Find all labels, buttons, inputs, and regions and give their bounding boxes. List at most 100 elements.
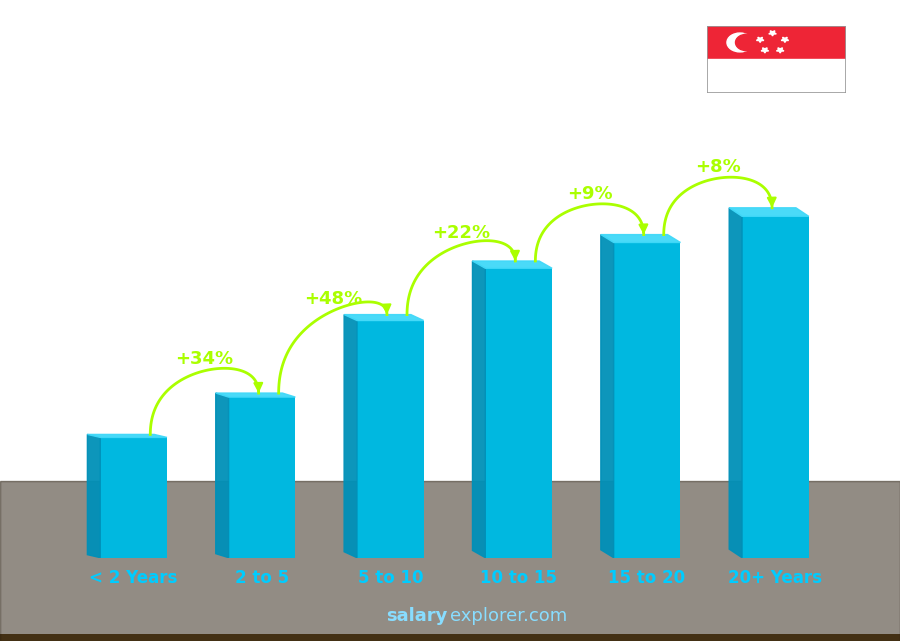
Bar <box>0 637 900 640</box>
Bar <box>100 437 167 558</box>
Bar <box>0 637 900 640</box>
Bar <box>0 637 900 640</box>
Bar <box>0 635 900 638</box>
Bar <box>0 635 900 638</box>
Bar <box>0 635 900 638</box>
Polygon shape <box>472 261 485 558</box>
Bar <box>0 638 900 641</box>
Bar <box>0 637 900 640</box>
Bar <box>0 636 900 639</box>
Bar <box>0 635 900 638</box>
Text: 8,440 SGD: 8,440 SGD <box>628 219 698 233</box>
Bar <box>0 637 900 640</box>
Bar <box>0 637 900 640</box>
Bar <box>0 637 900 640</box>
Bar <box>0 636 900 639</box>
Bar <box>0 637 900 640</box>
Polygon shape <box>87 435 100 558</box>
Bar <box>742 216 809 558</box>
Bar <box>0 637 900 640</box>
Bar <box>0 637 900 640</box>
Bar <box>0 637 900 640</box>
Bar <box>0 637 900 640</box>
Bar <box>0 637 900 640</box>
Polygon shape <box>777 48 784 53</box>
Bar <box>0 637 900 640</box>
Bar <box>0 635 900 638</box>
Bar <box>357 320 424 558</box>
Polygon shape <box>601 235 614 558</box>
Bar <box>0 636 900 640</box>
Bar <box>0 637 900 640</box>
Bar <box>0 635 900 638</box>
Bar <box>0 635 900 638</box>
Bar <box>0 637 900 640</box>
Bar <box>0 635 900 638</box>
Bar <box>0 638 900 641</box>
Bar <box>0 636 900 639</box>
Bar <box>0 638 900 641</box>
Bar <box>0 637 900 640</box>
Bar <box>0 635 900 638</box>
Bar <box>0 637 900 640</box>
Bar <box>0 638 900 641</box>
Bar <box>0 637 900 640</box>
Bar <box>0 635 900 638</box>
Bar <box>0 635 900 638</box>
Polygon shape <box>756 37 764 42</box>
Bar <box>0 637 900 640</box>
Polygon shape <box>601 235 680 242</box>
Bar <box>0 637 900 640</box>
Bar <box>0 636 900 639</box>
Bar <box>0 637 900 640</box>
Bar <box>0 637 900 640</box>
Bar <box>0 635 900 638</box>
Bar <box>0 635 900 638</box>
Text: 3,220 SGD: 3,220 SGD <box>111 419 182 432</box>
Bar <box>0 635 900 638</box>
Bar <box>706 26 846 60</box>
Bar <box>0 636 900 639</box>
Bar <box>0 637 900 640</box>
Bar <box>0 636 900 639</box>
Bar <box>0 636 900 639</box>
Text: Average Monthly Salary: Average Monthly Salary <box>872 273 883 406</box>
Bar <box>0 636 900 639</box>
Bar <box>0 636 900 639</box>
Text: Salary Comparison By Experience: Salary Comparison By Experience <box>45 22 621 51</box>
Bar <box>0 637 900 640</box>
Bar <box>0 637 900 640</box>
Bar <box>0 635 900 638</box>
Bar <box>0 637 900 640</box>
Bar <box>0 637 900 640</box>
Bar <box>0 635 900 638</box>
Bar <box>0 636 900 639</box>
Bar <box>0 637 900 640</box>
Bar <box>0 637 900 640</box>
Bar <box>0 635 900 638</box>
Bar <box>0 481 900 641</box>
Bar <box>0 636 900 639</box>
Circle shape <box>735 34 759 51</box>
Bar <box>0 637 900 640</box>
Text: 9,140 SGD: 9,140 SGD <box>756 193 827 206</box>
Bar <box>0 636 900 639</box>
Bar <box>0 635 900 638</box>
Bar <box>0 637 900 640</box>
Bar <box>0 637 900 640</box>
Bar <box>0 637 900 640</box>
Text: +8%: +8% <box>695 158 741 176</box>
Bar <box>0 636 900 639</box>
Polygon shape <box>87 435 167 437</box>
Bar <box>0 637 900 640</box>
Text: salary: salary <box>386 607 447 625</box>
Bar <box>0 637 900 640</box>
Bar <box>0 637 900 640</box>
Bar <box>0 637 900 640</box>
Bar <box>0 637 900 640</box>
Bar <box>0 637 900 640</box>
Bar <box>0 637 900 640</box>
Bar <box>0 638 900 641</box>
Bar <box>0 635 900 638</box>
Bar <box>0 635 900 638</box>
